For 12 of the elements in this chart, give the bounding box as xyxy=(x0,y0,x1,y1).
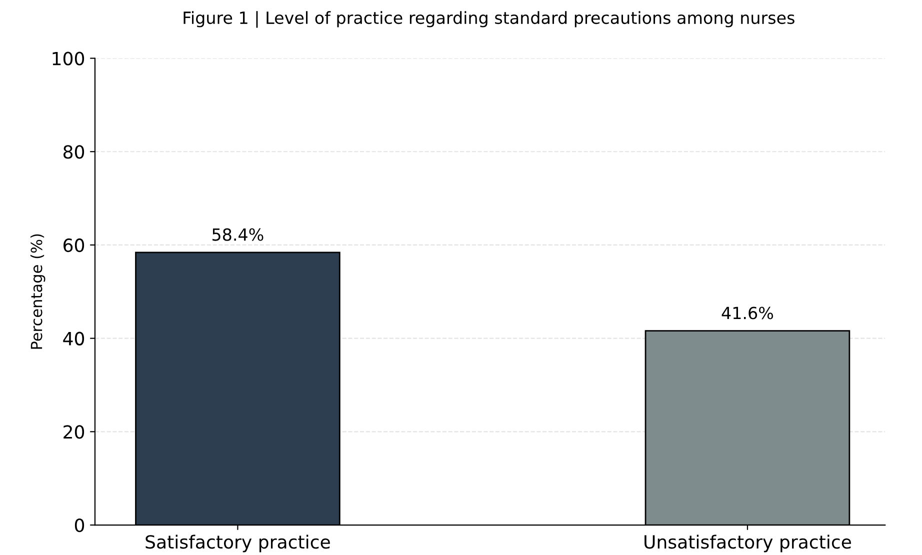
y-tick-label: 100 xyxy=(52,52,84,66)
data-label: 58.4% xyxy=(212,228,264,241)
y-tick-label: 40 xyxy=(63,332,84,346)
y-tick-label: 0 xyxy=(74,518,84,532)
y-axis-title: Percentage (%) xyxy=(30,234,46,349)
x-tick-label: Satisfactory practice xyxy=(146,534,330,552)
x-tick-label: Unsatisfactory practice xyxy=(644,534,851,552)
data-label: 41.6% xyxy=(722,306,774,320)
y-tick-label: 20 xyxy=(64,425,84,439)
y-tick-label: 80 xyxy=(63,145,84,159)
y-tick-label: 60 xyxy=(64,238,84,252)
chart-title: Figure 1 | Level of practice regarding standard precautions among nurses xyxy=(184,11,794,28)
